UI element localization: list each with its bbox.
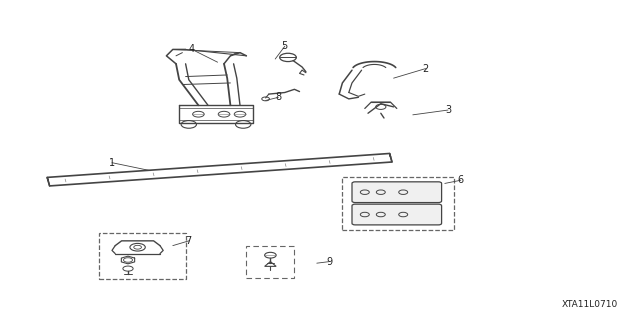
Text: 7: 7 xyxy=(186,236,192,246)
Text: 8: 8 xyxy=(275,92,282,102)
Text: 5: 5 xyxy=(282,41,288,51)
Text: XTA11L0710: XTA11L0710 xyxy=(561,300,618,309)
Bar xyxy=(246,246,294,278)
Text: 9: 9 xyxy=(326,256,333,267)
Bar xyxy=(99,233,186,279)
Text: 1: 1 xyxy=(109,158,115,168)
Text: 2: 2 xyxy=(422,63,429,74)
Text: 4: 4 xyxy=(189,44,195,55)
Text: 3: 3 xyxy=(445,105,451,115)
FancyBboxPatch shape xyxy=(352,182,442,203)
FancyBboxPatch shape xyxy=(352,204,442,225)
Text: 6: 6 xyxy=(458,175,464,185)
Bar xyxy=(342,177,454,230)
